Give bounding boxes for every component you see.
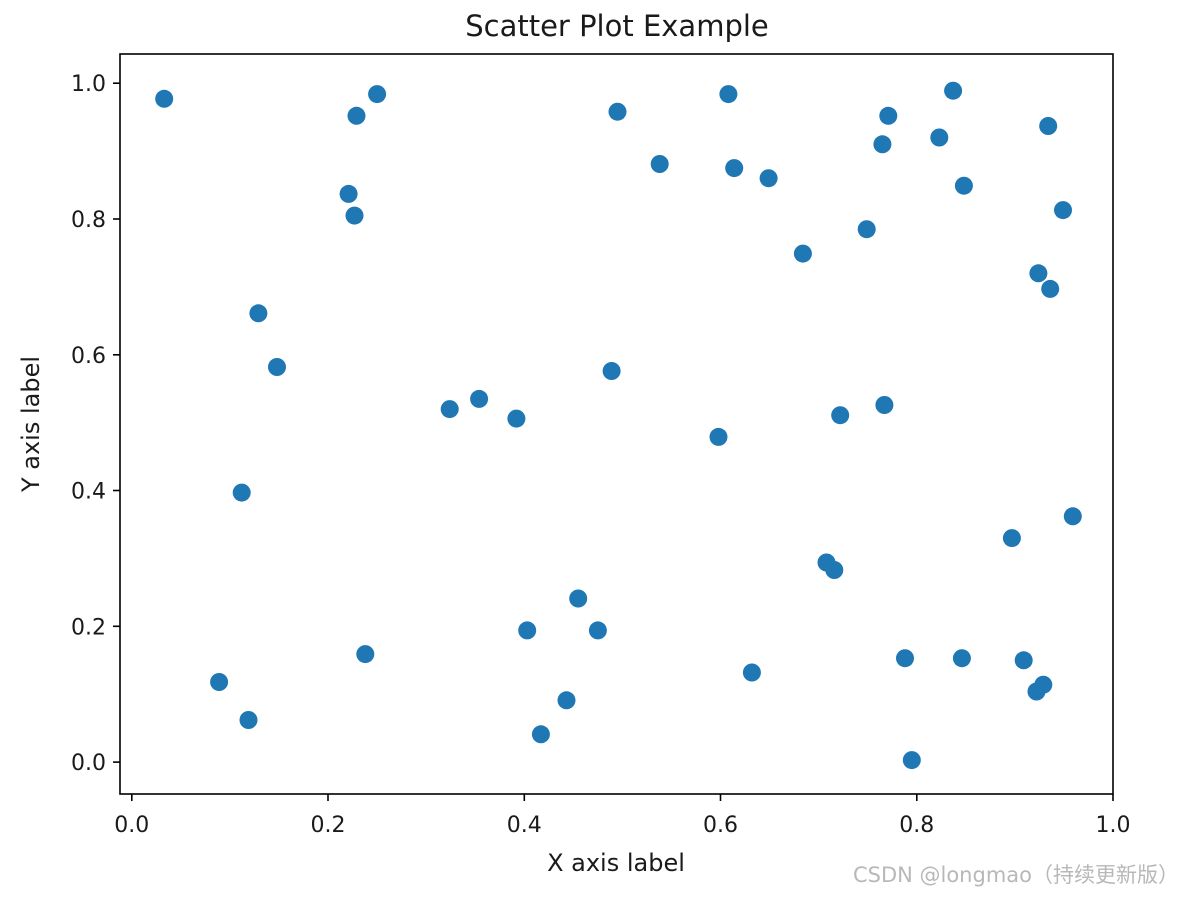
scatter-point: [742, 663, 761, 682]
scatter-point: [879, 106, 898, 125]
scatter-point: [239, 711, 258, 729]
y-tick-label: 0.8: [71, 208, 106, 233]
scatter-point: [210, 673, 229, 691]
x-tick-label: 0.2: [311, 813, 346, 838]
x-tick-label: 0.6: [703, 813, 738, 838]
scatter-point: [339, 184, 358, 203]
scatter-point: [954, 176, 973, 195]
scatter-point: [1034, 675, 1053, 694]
scatter-point: [608, 102, 627, 121]
scatter-point: [232, 483, 251, 502]
x-tick-label: 0.4: [507, 813, 542, 838]
scatter-point: [356, 645, 375, 664]
scatter-point: [952, 649, 971, 668]
scatter-point: [268, 358, 286, 376]
y-tick-label: 0.2: [71, 615, 106, 640]
scatter-point: [875, 396, 894, 414]
scatter-point: [759, 169, 778, 188]
x-tick-label: 0.8: [899, 813, 934, 838]
scatter-point: [719, 85, 738, 104]
scatter-point: [825, 561, 844, 579]
plot-area-frame: [119, 53, 1114, 795]
scatter-point: [155, 89, 174, 108]
scatter-point: [1002, 529, 1021, 548]
points-layer: [155, 81, 1082, 770]
scatter-point: [725, 159, 744, 178]
scatter-point: [709, 427, 728, 446]
scatter-point: [902, 751, 921, 770]
scatter-point: [873, 135, 892, 154]
scatter-point: [857, 220, 876, 239]
scatter-point: [930, 128, 949, 147]
scatter-point: [588, 621, 607, 640]
scatter-point: [1054, 201, 1072, 220]
chart-title: Scatter Plot Example: [465, 9, 769, 43]
scatter-point: [896, 649, 914, 668]
y-axis-label: Y axis label: [17, 356, 45, 493]
scatter-point: [1029, 264, 1048, 283]
scatter-point: [557, 691, 576, 710]
scatter-point: [368, 85, 387, 104]
scatter-point: [518, 621, 537, 640]
scatter-point: [1041, 279, 1060, 298]
scatter-point: [1063, 507, 1082, 526]
watermark: CSDN @longmao（持续更新版）: [852, 863, 1179, 887]
scatter-point: [831, 406, 850, 425]
scatter-point: [440, 400, 459, 419]
y-tick-label: 0.4: [71, 480, 106, 505]
x-tick-label: 1.0: [1096, 813, 1131, 838]
scatter-point: [1014, 651, 1033, 670]
scatter-point: [650, 155, 669, 173]
scatter-point: [1039, 117, 1058, 135]
x-axis-label: X axis label: [547, 849, 685, 877]
scatter-point: [531, 725, 550, 744]
x-tick-label: 0.0: [114, 813, 149, 838]
y-tick-label: 1.0: [71, 72, 106, 97]
scatter-point: [793, 244, 812, 263]
y-tick-label: 0.6: [71, 344, 106, 369]
scatter-point: [602, 362, 621, 380]
x-axis-ticks: 0.0 0.2 0.4 0.6 0.8 1.0: [114, 794, 1131, 838]
scatter-point: [470, 389, 489, 408]
y-axis-ticks: 0.0 0.2 0.4 0.6 0.8 1.0: [71, 72, 120, 776]
scatter-point: [944, 81, 963, 100]
scatter-point: [569, 589, 588, 608]
scatter-point: [345, 206, 364, 225]
scatter-point: [347, 106, 366, 125]
y-tick-label: 0.0: [71, 751, 106, 776]
scatter-point: [507, 409, 526, 428]
scatter-point: [249, 304, 268, 323]
